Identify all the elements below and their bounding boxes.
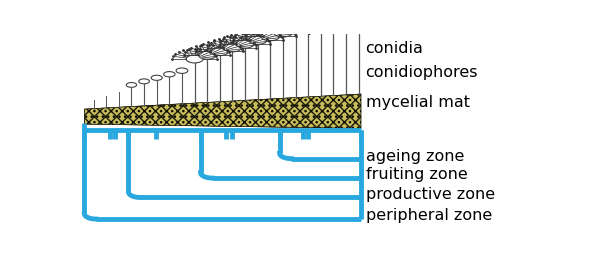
Text: productive zone: productive zone [365,187,495,202]
Circle shape [336,9,356,18]
Text: conidiophores: conidiophores [365,65,478,80]
Text: mycelial mat: mycelial mat [365,95,470,110]
Circle shape [164,72,175,77]
Text: fruiting zone: fruiting zone [365,167,467,182]
Circle shape [286,24,305,33]
Circle shape [274,28,292,37]
Circle shape [211,47,229,55]
Circle shape [126,83,137,87]
Circle shape [199,51,216,59]
Circle shape [176,68,188,73]
Polygon shape [84,94,361,129]
Circle shape [261,32,280,41]
Text: peripheral zone: peripheral zone [365,208,492,223]
Circle shape [311,17,331,26]
Circle shape [323,13,343,22]
Circle shape [248,36,267,45]
Text: conidia: conidia [365,41,424,56]
Circle shape [224,44,241,52]
Text: ageing zone: ageing zone [365,149,464,164]
Circle shape [139,79,149,84]
Circle shape [298,21,318,30]
Circle shape [186,55,203,63]
Circle shape [151,75,162,80]
Circle shape [349,5,369,15]
Circle shape [236,40,254,48]
